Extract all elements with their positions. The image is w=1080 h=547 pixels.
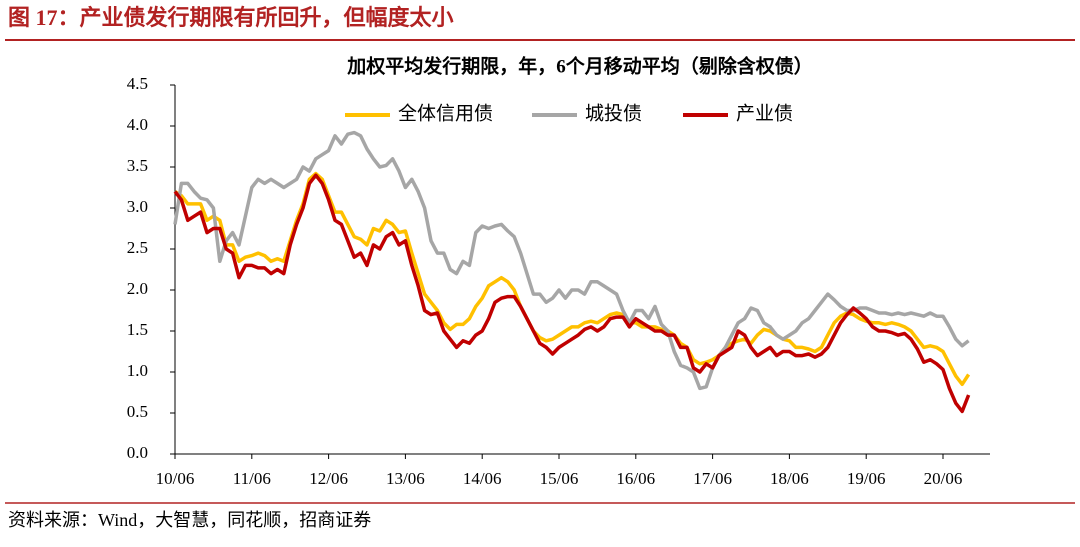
x-tick-label: 15/06 [540, 469, 579, 488]
x-tick-label: 13/06 [386, 469, 425, 488]
series-line [174, 171, 971, 387]
x-tick-label: 11/06 [233, 469, 271, 488]
y-tick-label: 3.0 [127, 197, 148, 216]
y-tick-label: 2.5 [127, 238, 148, 257]
y-tick-label: 4.5 [127, 74, 148, 93]
series-line [173, 130, 970, 391]
legend-label: 全体信用债 [398, 102, 493, 124]
x-tick-label: 16/06 [616, 469, 655, 488]
y-tick-label: 3.5 [127, 156, 148, 175]
figure-title: 图 17：产业债发行期限有所回升，但幅度太小 [8, 5, 454, 30]
y-tick-label: 0.0 [127, 443, 148, 462]
x-tick-label: 10/06 [156, 469, 195, 488]
source: 资料来源：Wind，大智慧，同花顺，招商证券 [8, 510, 371, 530]
y-tick-label: 4.0 [127, 115, 148, 134]
series-line [173, 173, 971, 414]
y-tick-label: 2.0 [127, 279, 148, 298]
x-tick-label: 20/06 [924, 469, 963, 488]
x-tick-label: 18/06 [770, 469, 809, 488]
chart-title: 加权平均发行期限，年，6个月移动平均（剔除含权债） [346, 54, 813, 77]
y-tick-label: 0.5 [127, 402, 148, 421]
y-tick-label: 1.5 [127, 320, 148, 339]
x-tick-label: 17/06 [693, 469, 732, 488]
x-tick-label: 14/06 [463, 469, 502, 488]
x-tick-label: 12/06 [309, 469, 348, 488]
legend-label: 产业债 [736, 102, 793, 124]
y-tick-label: 1.0 [127, 361, 148, 380]
x-tick-label: 19/06 [847, 469, 886, 488]
legend-label: 城投债 [585, 102, 642, 124]
